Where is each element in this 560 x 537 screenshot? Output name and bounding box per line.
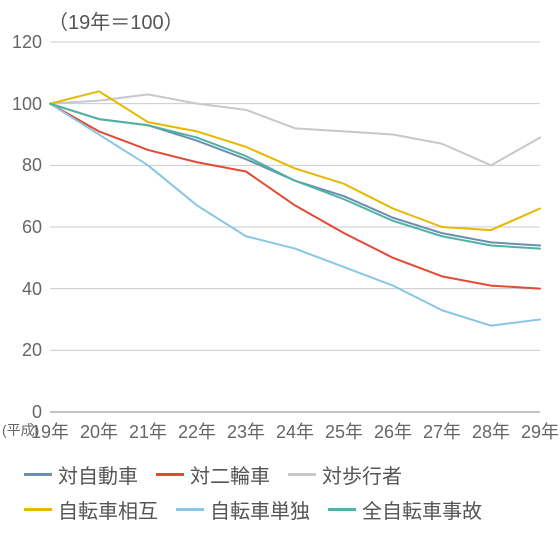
- legend-label: 対歩行者: [322, 460, 402, 489]
- y-tick-label: 80: [0, 155, 42, 176]
- series-line-bike_solo: [50, 104, 540, 326]
- x-axis-era-prefix: (平成): [2, 420, 39, 440]
- x-tick-label: 29年: [516, 418, 560, 444]
- legend-swatch: [328, 508, 356, 511]
- legend-swatch: [176, 508, 204, 511]
- line-chart: （19年＝100） 020406080100120 19年20年21年22年23…: [0, 0, 560, 537]
- y-tick-label: 60: [0, 217, 42, 238]
- legend-item-vs_pedestrian: 対歩行者: [288, 460, 402, 489]
- y-tick-label: 120: [0, 32, 42, 53]
- x-tick-label: 21年: [124, 418, 173, 444]
- legend-label: 対二輪車: [190, 460, 270, 489]
- x-tick-label: 24年: [271, 418, 320, 444]
- series-line-vs_motorcycle: [50, 104, 540, 289]
- y-tick-label: 40: [0, 279, 42, 300]
- x-tick-label: 22年: [173, 418, 222, 444]
- legend-label: 対自動車: [58, 460, 138, 489]
- x-tick-label: 20年: [75, 418, 124, 444]
- legend-swatch: [24, 508, 52, 511]
- legend-item-vs_motorcycle: 対二輪車: [156, 460, 270, 489]
- x-tick-label: 25年: [320, 418, 369, 444]
- legend-swatch: [288, 473, 316, 476]
- legend-item-all_bike: 全自転車事故: [328, 495, 482, 524]
- series-line-bike_bike: [50, 91, 540, 230]
- x-tick-label: 26年: [369, 418, 418, 444]
- chart-plot-area: [50, 42, 540, 412]
- legend-label: 自転車相互: [58, 495, 158, 524]
- x-tick-label: 23年: [222, 418, 271, 444]
- x-tick-label: 27年: [418, 418, 467, 444]
- chart-legend: 対自動車 対二輪車 対歩行者自転車相互 自転車単独 全自転車事故: [24, 460, 544, 530]
- legend-label: 全自転車事故: [362, 495, 482, 524]
- series-line-vs_car: [50, 104, 540, 246]
- legend-swatch: [24, 473, 52, 476]
- y-tick-label: 20: [0, 340, 42, 361]
- chart-subtitle: （19年＝100）: [48, 6, 184, 35]
- legend-swatch: [156, 473, 184, 476]
- legend-item-bike_bike: 自転車相互: [24, 495, 158, 524]
- x-tick-label: 28年: [467, 418, 516, 444]
- legend-item-bike_solo: 自転車単独: [176, 495, 310, 524]
- legend-item-vs_car: 対自動車: [24, 460, 138, 489]
- y-tick-label: 100: [0, 94, 42, 115]
- series-line-vs_pedestrian: [50, 94, 540, 165]
- legend-label: 自転車単独: [210, 495, 310, 524]
